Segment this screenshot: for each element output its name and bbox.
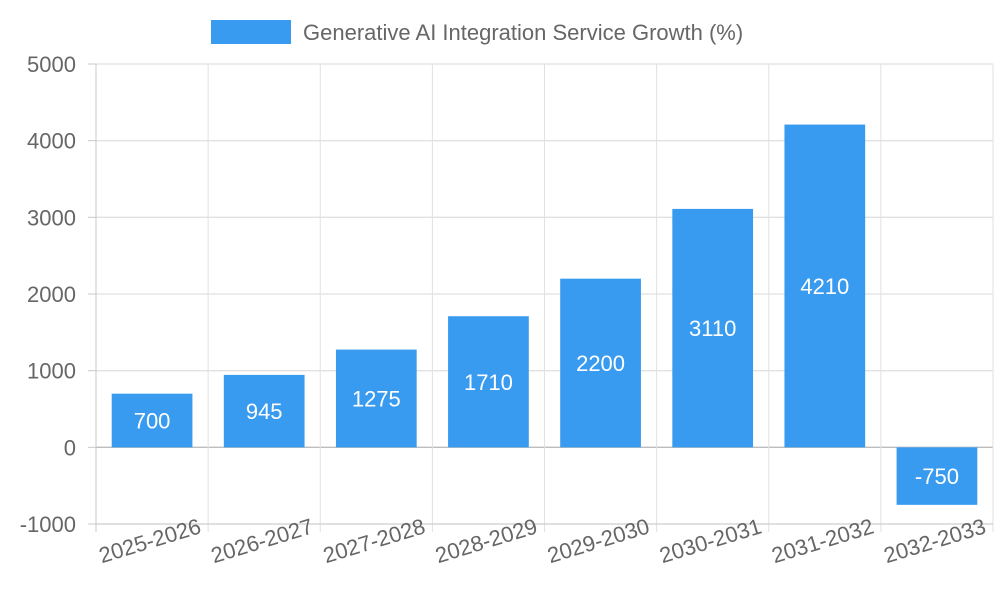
x-tick-label: 2026-2027 <box>208 513 316 568</box>
x-tick-label: 2025-2026 <box>96 513 204 568</box>
data-label: 1710 <box>464 370 513 395</box>
y-tick-label: 4000 <box>27 129 76 154</box>
bar <box>111 393 193 448</box>
y-tick-labels: 5000 4000 3000 2000 1000 0 -1000 <box>20 52 76 537</box>
bar <box>672 208 754 448</box>
x-tick-labels: 2025-2026 2026-2027 2027-2028 2028-2029 2029… <box>96 513 989 568</box>
bar <box>223 374 305 448</box>
data-label: -750 <box>915 464 959 489</box>
data-label: 2200 <box>576 351 625 376</box>
x-tick-label: 2030-2031 <box>657 513 765 568</box>
y-tick-label: 1000 <box>27 359 76 384</box>
bars: 700 945 1275 1710 2200 3110 4210 -750 <box>111 124 978 505</box>
bar <box>784 124 866 448</box>
y-tick-label: 3000 <box>27 205 76 230</box>
x-tick-label: 2027-2028 <box>320 513 428 568</box>
data-label: 4210 <box>800 274 849 299</box>
y-tick-label: 5000 <box>27 52 76 77</box>
bar <box>896 447 978 505</box>
grid <box>95 63 994 532</box>
x-tick-label: 2031-2032 <box>769 513 877 568</box>
y-tick-label: 0 <box>64 435 76 460</box>
legend-label: Generative AI Integration Service Growth… <box>303 20 743 45</box>
axes <box>88 63 993 525</box>
x-tick-label: 2032-2033 <box>881 513 989 568</box>
legend-swatch <box>211 20 291 44</box>
bar <box>335 349 417 448</box>
bar <box>560 278 641 448</box>
x-tick-label: 2029-2030 <box>544 513 652 568</box>
data-label: 3110 <box>689 316 736 341</box>
bar <box>448 316 529 448</box>
y-tick-label: -1000 <box>20 512 76 537</box>
data-label: 1275 <box>352 386 401 411</box>
legend: Generative AI Integration Service Growth… <box>211 20 743 45</box>
x-tick-label: 2028-2029 <box>432 513 540 568</box>
y-tick-label: 2000 <box>27 282 76 307</box>
data-label: 945 <box>246 399 283 424</box>
data-label: 700 <box>134 409 171 434</box>
